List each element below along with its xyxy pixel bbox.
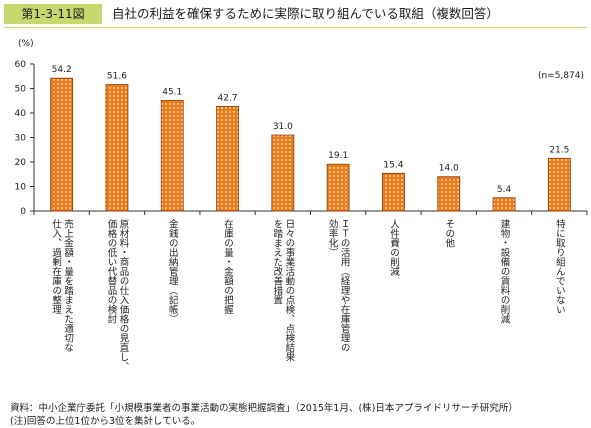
bar-chart: (%) (n=5,874) 0 10 20 30 40 50 60 54.2 売上金額・量を踏… xyxy=(15,39,588,371)
category-label: 仕入、過剰在庫の整理 xyxy=(50,218,62,314)
y-tick-label: 0 xyxy=(20,207,26,217)
category-label: を踏まえた改善措置 xyxy=(271,219,283,305)
data-label: 31.0 xyxy=(273,122,293,132)
category-label: 価格の低い代替品の検討 xyxy=(105,218,117,324)
header-rule xyxy=(4,27,587,28)
footnote: (注)回答の上位1位から3位を集計している。 xyxy=(10,416,201,427)
bar xyxy=(216,105,239,212)
bar xyxy=(492,197,516,212)
category-label: 日々の事業活動の点検、点検結果 xyxy=(283,219,295,362)
category-label: 人件費の削減 xyxy=(388,219,400,277)
bars xyxy=(50,77,571,212)
figure-title: 自社の利益を確保するために実際に取り組んでいる取組（複数回答） xyxy=(112,6,499,21)
category-label: 特に取り組んでいない xyxy=(554,218,566,314)
y-tick-label: 50 xyxy=(15,85,27,95)
y-tick-label: 40 xyxy=(15,109,27,119)
bar xyxy=(437,176,461,212)
category-label: 効率化） xyxy=(327,218,339,257)
data-label: 51.6 xyxy=(107,72,127,82)
bar xyxy=(547,157,571,212)
data-label: 42.7 xyxy=(218,93,238,103)
data-label: 15.4 xyxy=(383,160,403,170)
figure-header: 第1-3-11図 自社の利益を確保するために実際に取り組んでいる取組（複数回答） xyxy=(0,0,591,28)
y-tick-label: 10 xyxy=(15,183,27,193)
data-label: 54.2 xyxy=(52,65,72,75)
data-label: 5.4 xyxy=(497,185,512,195)
category-label: その他 xyxy=(443,219,455,248)
category-label: 売上金額・量を踏まえた適切な xyxy=(62,218,74,352)
category-label: 在庫の量・金額の把握 xyxy=(222,218,234,315)
bar xyxy=(326,163,350,212)
bar xyxy=(271,134,295,212)
data-label: 19.1 xyxy=(328,151,348,161)
category-label: ＩＴの活用（経理や在庫管理の xyxy=(339,219,351,352)
category-label: 原材料・商品の仕入価格の見直し、 xyxy=(117,219,129,371)
data-label: 14.0 xyxy=(439,164,459,174)
bar xyxy=(160,100,184,212)
data-label: 21.5 xyxy=(549,145,569,155)
y-tick-label: 20 xyxy=(15,158,27,168)
data-label: 45.1 xyxy=(162,88,182,98)
bar xyxy=(382,172,405,212)
bar xyxy=(50,77,74,212)
category-label: 建物・設備の賃料の削減 xyxy=(499,218,511,324)
figure-label: 第1-3-11図 xyxy=(4,4,102,24)
sample-size-annotation: (n=5,874) xyxy=(538,71,584,81)
source-note: 資料：中小企業庁委託「小規模事業者の事業活動の実態把握調査」（2015年1月、(… xyxy=(10,403,518,414)
y-axis-unit-label: (%) xyxy=(18,39,34,49)
category-label: 金銭の出納管理（記帳） xyxy=(167,218,179,323)
bar xyxy=(105,84,129,212)
y-tick-label: 60 xyxy=(15,60,27,70)
y-tick-label: 30 xyxy=(15,134,27,144)
